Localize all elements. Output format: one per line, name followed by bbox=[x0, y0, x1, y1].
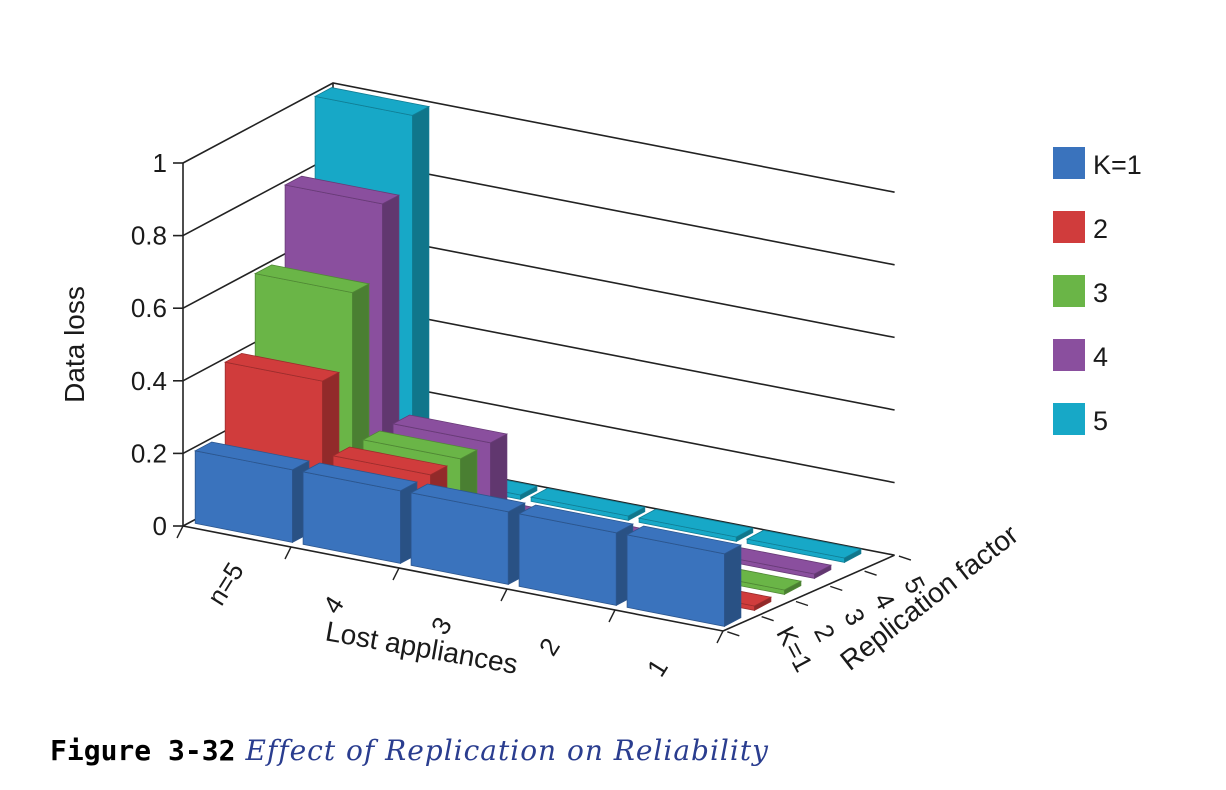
z-tick-mark bbox=[761, 616, 774, 622]
bar-top-face bbox=[361, 430, 479, 460]
legend-label: 2 bbox=[1093, 214, 1108, 244]
legend-item: K=1 bbox=[1053, 147, 1142, 180]
bar-K=1-4 bbox=[301, 462, 419, 565]
x-tick-label: 2 bbox=[533, 633, 566, 661]
bar-top-face bbox=[625, 525, 743, 555]
bar-top-face bbox=[409, 483, 526, 513]
legend-item: 3 bbox=[1053, 275, 1108, 308]
bar-top-face bbox=[517, 504, 634, 534]
legend-label: 4 bbox=[1093, 342, 1108, 372]
x-tick-label: 4 bbox=[317, 591, 350, 619]
z-axis-label: Replication factor bbox=[834, 519, 1024, 677]
z-tick-mark bbox=[864, 570, 877, 576]
x-tick-mark bbox=[500, 588, 508, 602]
x-axis-label: Lost appliances bbox=[323, 615, 520, 679]
bar-top-face bbox=[194, 441, 311, 471]
bar-top-face bbox=[391, 414, 509, 444]
y-tick-label: 0.6 bbox=[131, 293, 167, 323]
z-tick-label: 2 bbox=[808, 619, 841, 646]
bar-K=1-3 bbox=[409, 483, 526, 586]
y-tick-label: 0.4 bbox=[131, 366, 167, 396]
figure-title: Effect of Replication on Reliability bbox=[245, 734, 769, 767]
bar-top-face bbox=[745, 529, 863, 559]
y-tick-label: 1 bbox=[153, 148, 167, 178]
legend-swatch bbox=[1053, 275, 1085, 307]
legend-label: 5 bbox=[1093, 406, 1108, 436]
x-tick-mark bbox=[284, 546, 292, 560]
x-tick-mark bbox=[392, 567, 400, 581]
z-axis bbox=[722, 554, 895, 632]
bar-top-face bbox=[637, 508, 754, 538]
legend-label: 3 bbox=[1093, 278, 1108, 308]
y-tick-label: 0.2 bbox=[131, 438, 167, 468]
figure-caption: Figure 3-32 Effect of Replication on Reli… bbox=[50, 734, 769, 767]
legend-item: 2 bbox=[1053, 211, 1108, 244]
gridline bbox=[182, 82, 895, 193]
x-tick-label: 1 bbox=[641, 654, 674, 682]
x-tick-label: n=5 bbox=[201, 557, 250, 610]
bar-K=1-n=5 bbox=[194, 441, 311, 544]
x-axis bbox=[182, 525, 724, 632]
chart: 0 0.2 0.4 0.6 0.8 1 Data loss n=5 4 3 2 1 Lost appli… bbox=[59, 82, 1142, 682]
bar-top-face bbox=[254, 264, 371, 294]
bar-5-2 bbox=[637, 508, 754, 543]
chart-bars bbox=[194, 87, 863, 628]
legend-swatch bbox=[1053, 147, 1085, 179]
legend-label: K=1 bbox=[1093, 150, 1142, 180]
bar-top-face bbox=[301, 462, 419, 492]
legend-item: 5 bbox=[1053, 403, 1108, 436]
bar-5-1 bbox=[745, 529, 863, 564]
z-tick-label: K=1 bbox=[770, 621, 819, 677]
bar-top-face bbox=[313, 87, 431, 116]
bar-side-face bbox=[724, 544, 742, 628]
bar-top-face bbox=[331, 446, 449, 476]
bar-5-3 bbox=[529, 487, 646, 522]
legend-swatch bbox=[1053, 339, 1085, 371]
bar-top-face bbox=[283, 175, 401, 205]
bar-K=1-2 bbox=[517, 504, 634, 607]
x-tick-mark bbox=[716, 630, 724, 644]
z-tick-mark bbox=[727, 631, 740, 637]
legend-item: 4 bbox=[1053, 339, 1108, 372]
z-tick-mark bbox=[898, 555, 912, 561]
figure-number: Figure 3-32 bbox=[50, 734, 236, 767]
legend-swatch bbox=[1053, 403, 1085, 435]
chart-legend: K=1 2 3 4 5 bbox=[1053, 147, 1142, 436]
legend-swatch bbox=[1053, 211, 1085, 243]
z-tick-mark bbox=[795, 600, 809, 607]
bar-K=1-1 bbox=[625, 525, 743, 628]
bar-top-face bbox=[529, 487, 646, 517]
z-tick-mark bbox=[830, 585, 843, 592]
x-tick-mark bbox=[608, 609, 616, 623]
bar-top-face bbox=[224, 352, 341, 382]
y-axis-label: Data loss bbox=[59, 286, 90, 403]
x-tick-mark bbox=[176, 525, 184, 539]
y-tick-label: 0 bbox=[153, 511, 167, 541]
y-tick-label: 0.8 bbox=[131, 221, 167, 251]
